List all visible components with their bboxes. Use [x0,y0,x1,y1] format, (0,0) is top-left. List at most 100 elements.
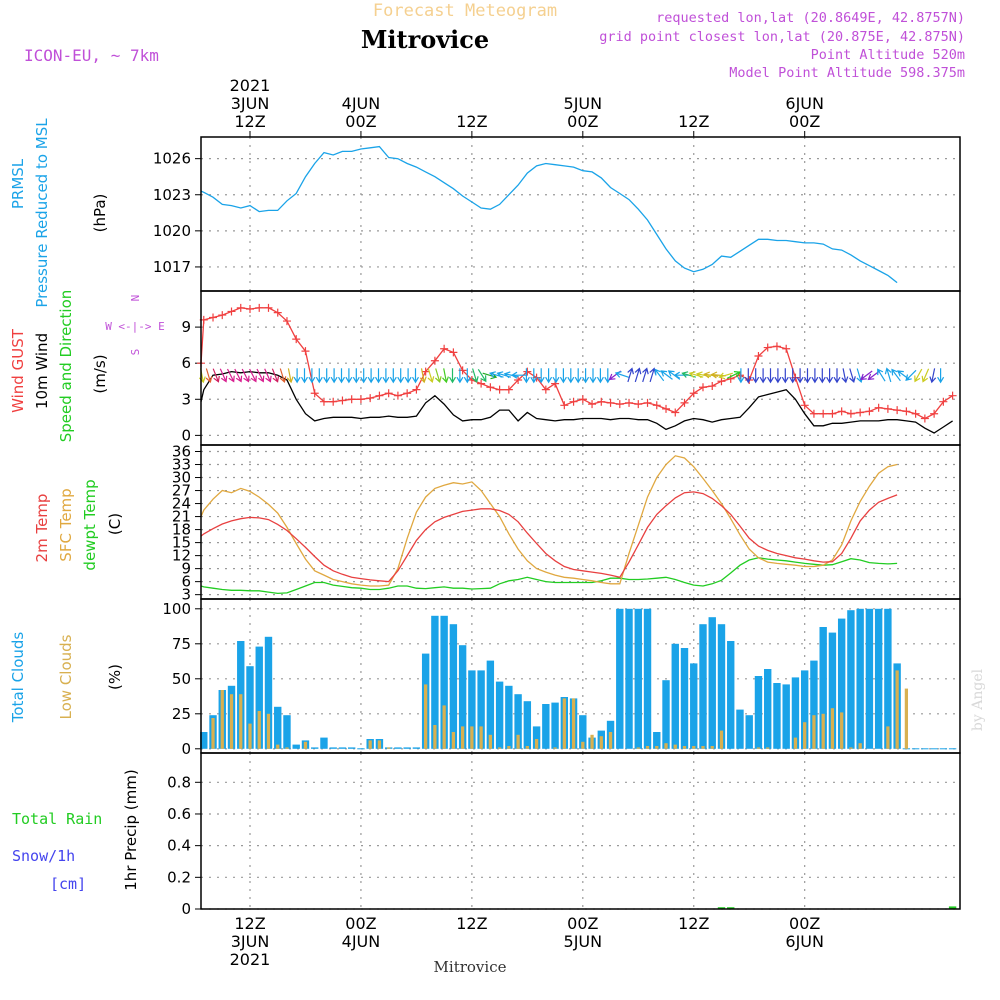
total-cloud-bar [532,726,541,749]
total-cloud-bar [505,685,513,749]
gust-marker [662,404,671,413]
bottom-time-label: 12Z [678,914,709,933]
total-cloud-bar [514,694,522,749]
wind-arrow [649,367,657,383]
gust-marker [920,414,929,423]
gust-marker [800,401,809,410]
gust-marker [911,409,920,418]
wind-arrow [427,368,435,384]
gust-marker [902,407,911,416]
wind-arrow [929,368,937,384]
total-cloud-bar [542,704,550,749]
low-cloud-bar [664,743,668,749]
temp-2m-line [200,491,898,583]
total-cloud-bar [727,641,735,749]
y-tick-label: 30 [172,469,191,487]
model-altitude: Model Point Altitude 598.375m [729,65,965,81]
wind-arrow [537,368,545,384]
low-cloud-bar [525,746,529,749]
gust-marker [541,385,550,394]
low-cloud-bar [636,747,640,749]
total-cloud-bar [338,747,347,749]
low-cloud-bar [766,747,770,749]
low-cloud-bar [608,732,613,749]
total-cloud-bar [579,715,587,749]
y-tick-label: 6 [181,354,191,372]
total-cloud-bar [477,670,485,749]
total-cloud-bar [939,748,948,750]
gust-marker [837,407,846,416]
low-cloud-bar [812,715,816,749]
low-cloud-bar [756,747,761,749]
wind-arrow [726,371,741,379]
total-cloud-bar [662,680,670,749]
gust-marker [948,391,957,400]
gust-marker [375,391,384,400]
gust-marker [236,303,245,312]
total-cloud-bar [690,663,698,749]
panel-2-grid: 0 3 6 9 [181,291,960,445]
gust-marker [569,397,578,406]
wind-arrow [897,370,910,380]
top-time-label: 2021 [230,76,271,95]
total-cloud-bar [495,681,504,749]
total-cloud-bar [921,748,929,750]
gust-marker [264,303,273,312]
rain-bars [717,906,957,909]
low-cloud-bar [470,726,474,749]
wind-arrow [411,368,420,384]
wind-arrow [456,368,464,384]
gust-marker [227,307,236,316]
top-time-label: 12Z [678,112,709,131]
low-cloud-bar [479,726,483,749]
y-tick-label: 27 [172,482,191,500]
low-cloud-bar [488,734,492,749]
point-altitude: Point Altitude 520m [811,47,965,63]
wind-arrow [567,368,575,384]
total-cloud-bar [551,702,559,749]
y-tick-label: 0.6 [167,805,191,823]
low-cloud-bar [534,739,539,749]
y-tick-label: 50 [172,670,191,688]
precip-label-rain: Total Rain [12,810,102,828]
gust-marker [643,398,652,407]
wind-arrow [205,368,213,384]
gust-marker [273,308,282,317]
wind-arrow [737,368,745,384]
total-cloud-bar [486,660,495,749]
wind-direction-arrows [198,367,945,384]
total-cloud-bar [764,669,772,749]
wind-label-10m: 10m Wind [33,333,51,409]
gust-marker [782,344,791,353]
wind-arrow [300,368,309,384]
low-cloud-bar [368,740,372,749]
wind-arrow [614,371,630,378]
gust-marker [430,356,439,365]
temp-unit: (C) [106,513,124,535]
wind-arrow [589,368,597,384]
bottom-time-label: 4JUN [342,932,381,951]
gust-marker [689,389,698,398]
total-cloud-bar [671,643,679,749]
wind-arrow [688,371,704,378]
wind-arrow [818,368,826,384]
y-tick-label: 3 [181,586,191,604]
total-cloud-bar [264,636,273,749]
wind-arrow [811,368,819,384]
low-cloud-bar [599,736,603,749]
top-time-label: 00Z [789,112,820,131]
wind-arrow [330,368,338,384]
total-cloud-bar [412,747,421,749]
credit: by Angel [970,668,986,731]
wind-speed-line [200,370,953,434]
total-cloud-bar [394,747,402,749]
y-tick-label: 21 [172,508,191,526]
wind-arrow [766,368,775,384]
wind-arrow [308,368,316,384]
gust-marker [255,303,264,312]
wind-arrow [404,368,412,384]
gust-marker [652,401,661,410]
gust-marker [245,305,254,314]
